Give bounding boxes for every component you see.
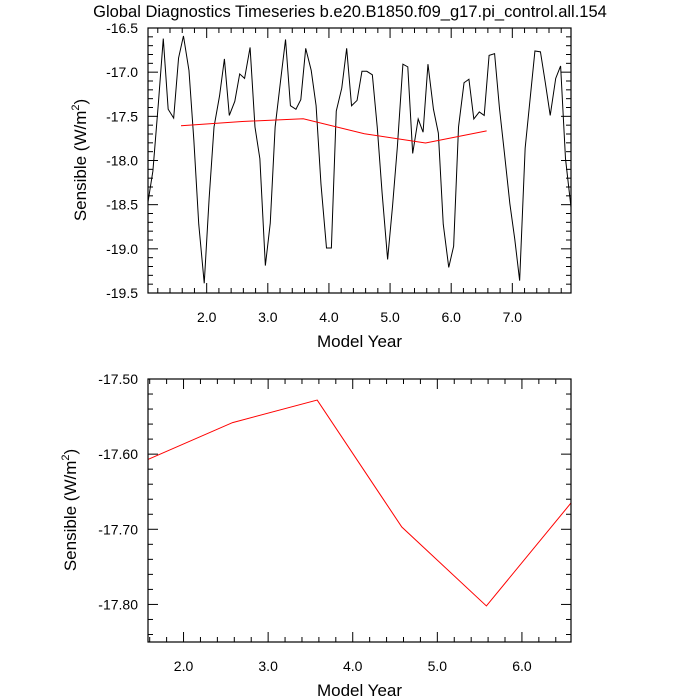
y-tick-label: -17.50 — [98, 371, 138, 387]
series-line-2 — [180, 118, 487, 144]
y-tick-label: -19.5 — [106, 285, 138, 301]
y-tick-label: -17.70 — [98, 521, 138, 537]
x-tick-label: 4.0 — [319, 309, 339, 325]
y-tick-label: -17.5 — [106, 108, 138, 124]
x-axis-title: Model Year — [317, 681, 402, 700]
y-tick-label: -17.80 — [98, 596, 138, 612]
x-tick-label: 6.0 — [512, 658, 532, 674]
top-panel: 2.0 3.0 4.0 5.0 6.0 7.0 -16.5 -17.0 -17.5 -18.0 -1… — [70, 20, 572, 351]
y-tick-label: -18.5 — [106, 197, 138, 213]
chart-title: Global Diagnostics Timeseries b.e20.B185… — [93, 3, 607, 21]
x-tick-label: 2.0 — [174, 658, 194, 674]
y-tick-label: -17.0 — [106, 64, 138, 80]
y-tick-label: -19.0 — [106, 241, 138, 257]
plot-frame — [147, 378, 572, 643]
x-tick-label: 7.0 — [503, 309, 523, 325]
y-axis-title: Sensible (W/m2) — [60, 449, 80, 571]
series-line-1 — [147, 399, 572, 607]
y-axis-title: Sensible (W/m2) — [70, 99, 90, 221]
x-tick-label: 5.0 — [428, 658, 448, 674]
x-tick-label: 2.0 — [197, 309, 217, 325]
x-tick-label: 4.0 — [343, 658, 363, 674]
y-tick-label: -16.5 — [106, 20, 138, 36]
x-tick-label: 6.0 — [441, 309, 461, 325]
bottom-panel: 2.0 3.0 4.0 5.0 6.0 -17.50 -17.60 -17.70 -17.80 M… — [60, 371, 572, 700]
x-axis-title: Model Year — [317, 332, 402, 351]
x-tick-label: 3.0 — [258, 309, 278, 325]
y-tick-label: -17.60 — [98, 446, 138, 462]
x-tick-label: 5.0 — [380, 309, 400, 325]
x-tick-label: 3.0 — [258, 658, 278, 674]
series-line-1 — [147, 35, 572, 284]
y-tick-label: -18.0 — [106, 153, 138, 169]
